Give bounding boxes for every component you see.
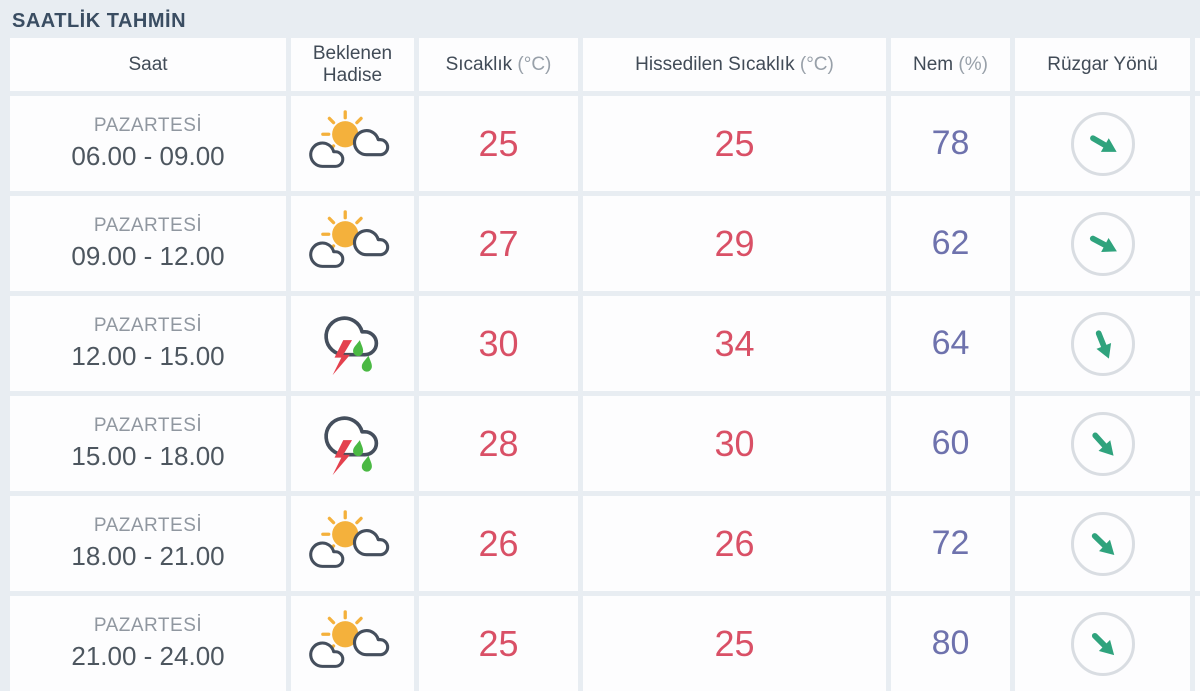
wind-direction-cell [1015, 496, 1190, 591]
wind-direction-icon [1070, 111, 1135, 176]
wind-direction-cell [1015, 96, 1190, 191]
column-header-wind: Rüzgar Yönü [1015, 38, 1190, 91]
thunderstorm-icon [304, 409, 402, 479]
forecast-table: Saat Beklenen Hadise Sıcaklık (°C) Hisse… [10, 38, 1200, 691]
wind-direction-arrow-icon [1074, 215, 1131, 272]
cropped-column-sliver [1195, 196, 1200, 291]
cropped-column-sliver [1195, 496, 1200, 591]
table-row-time-cell: PAZARTESİ 18.00 - 21.00 [10, 496, 286, 591]
cropped-column-sliver [1195, 296, 1200, 391]
day-label: PAZARTESİ [93, 615, 203, 636]
feels-like-value: 26 [583, 496, 886, 591]
wind-direction-arrow-icon [1073, 514, 1132, 573]
time-range: 12.00 - 15.00 [71, 341, 225, 371]
humidity-value: 72 [891, 496, 1010, 591]
weather-condition-cell [291, 496, 414, 591]
time-range: 21.00 - 24.00 [71, 641, 225, 671]
wind-direction-icon [1070, 411, 1135, 476]
weather-condition-cell [291, 196, 414, 291]
wind-direction-cell [1015, 596, 1190, 691]
day-label: PAZARTESİ [93, 115, 203, 136]
column-header-humidity: Nem (%) [891, 38, 1010, 91]
humidity-value: 62 [891, 196, 1010, 291]
time-range: 15.00 - 18.00 [71, 441, 225, 471]
page-title: SAATLİK TAHMİN [12, 10, 187, 32]
time-range: 18.00 - 21.00 [71, 541, 225, 571]
wind-direction-cell [1015, 396, 1190, 491]
feels-like-value: 34 [583, 296, 886, 391]
partly-cloudy-icon [304, 509, 402, 579]
cropped-column-sliver [1195, 96, 1200, 191]
wind-direction-icon [1070, 311, 1135, 376]
temperature-value: 30 [419, 296, 578, 391]
table-row-time-cell: PAZARTESİ 12.00 - 15.00 [10, 296, 286, 391]
humidity-value: 64 [891, 296, 1010, 391]
column-header-time: Saat [10, 38, 286, 91]
wind-direction-icon [1070, 611, 1135, 676]
partly-cloudy-icon [304, 609, 402, 679]
wind-direction-arrow-icon [1073, 414, 1132, 473]
day-label: PAZARTESİ [93, 215, 203, 236]
wind-direction-arrow-icon [1073, 614, 1132, 673]
humidity-value: 78 [891, 96, 1010, 191]
feels-like-value: 29 [583, 196, 886, 291]
table-row-time-cell: PAZARTESİ 15.00 - 18.00 [10, 396, 286, 491]
wind-direction-arrow-icon [1075, 316, 1130, 371]
cropped-column-sliver [1195, 396, 1200, 491]
thunderstorm-icon [304, 309, 402, 379]
table-row-time-cell: PAZARTESİ 09.00 - 12.00 [10, 196, 286, 291]
feels-like-value: 25 [583, 96, 886, 191]
weather-condition-cell [291, 296, 414, 391]
cropped-column-sliver [1195, 38, 1200, 91]
table-row-time-cell: PAZARTESİ 21.00 - 24.00 [10, 596, 286, 691]
feels-like-value: 25 [583, 596, 886, 691]
weather-condition-cell [291, 596, 414, 691]
day-label: PAZARTESİ [93, 315, 203, 336]
table-row-time-cell: PAZARTESİ 06.00 - 09.00 [10, 96, 286, 191]
partly-cloudy-icon [304, 109, 402, 179]
day-label: PAZARTESİ [93, 515, 203, 536]
humidity-value: 80 [891, 596, 1010, 691]
partly-cloudy-icon [304, 209, 402, 279]
humidity-value: 60 [891, 396, 1010, 491]
cropped-column-sliver [1195, 596, 1200, 691]
wind-direction-cell [1015, 196, 1190, 291]
temperature-value: 26 [419, 496, 578, 591]
weather-condition-cell [291, 396, 414, 491]
wind-direction-icon [1070, 211, 1135, 276]
temperature-value: 28 [419, 396, 578, 491]
time-range: 09.00 - 12.00 [71, 241, 225, 271]
weather-condition-cell [291, 96, 414, 191]
time-range: 06.00 - 09.00 [71, 141, 225, 171]
wind-direction-cell [1015, 296, 1190, 391]
feels-like-value: 30 [583, 396, 886, 491]
day-label: PAZARTESİ [93, 415, 203, 436]
temperature-value: 25 [419, 96, 578, 191]
column-header-condition: Beklenen Hadise [291, 38, 414, 91]
temperature-value: 27 [419, 196, 578, 291]
column-header-temperature: Sıcaklık (°C) [419, 38, 578, 91]
wind-direction-icon [1070, 511, 1135, 576]
wind-direction-arrow-icon [1074, 115, 1131, 172]
column-header-feels-like: Hissedilen Sıcaklık (°C) [583, 38, 886, 91]
temperature-value: 25 [419, 596, 578, 691]
